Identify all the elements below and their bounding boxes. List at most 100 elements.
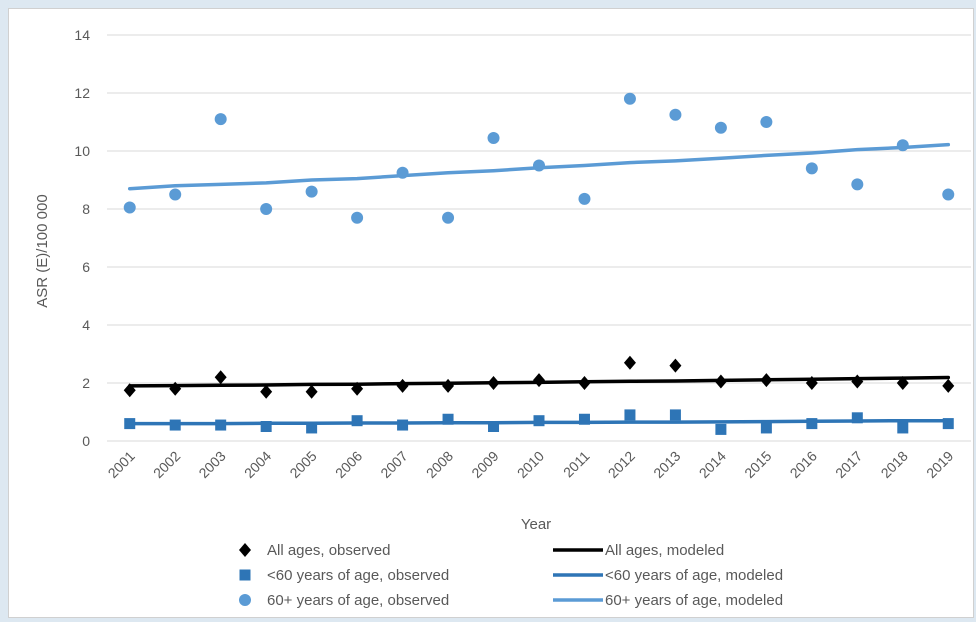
data-point	[239, 543, 251, 557]
data-point	[442, 211, 455, 224]
x-tick-label: 2011	[560, 448, 593, 481]
data-point	[533, 373, 545, 388]
x-tick-label: 2002	[150, 448, 183, 481]
x-tick-label: 2016	[787, 448, 820, 481]
data-point	[487, 376, 500, 390]
data-point	[169, 419, 181, 431]
data-point	[123, 383, 136, 398]
x-tick-label: 2004	[241, 448, 274, 481]
data-point	[805, 376, 818, 390]
x-tick-label: 2015	[741, 448, 774, 481]
data-point	[714, 374, 727, 389]
data-point	[260, 384, 273, 399]
x-tick-label: 2009	[468, 448, 501, 481]
x-tick-label: 2006	[332, 448, 365, 481]
y-axis-title: ASR (E)/100 000	[34, 194, 51, 307]
data-point	[260, 203, 273, 215]
x-tick-label: 2010	[514, 448, 547, 481]
x-tick-label: 2003	[195, 448, 228, 481]
data-point	[351, 381, 364, 396]
data-point	[896, 139, 909, 152]
data-point	[669, 108, 682, 121]
data-point	[488, 421, 500, 432]
data-point	[760, 373, 773, 388]
data-point	[942, 188, 955, 201]
data-point	[214, 370, 227, 385]
data-point	[239, 594, 251, 606]
data-point	[669, 409, 681, 421]
y-tick-label: 14	[74, 27, 90, 43]
data-point	[351, 415, 363, 427]
data-point	[714, 121, 727, 134]
data-point	[623, 92, 636, 105]
data-point	[578, 376, 591, 390]
chart-frame: 0 2 4 6 8 10 12 14 2001 2002 2003 2004 2005 2006 2007…	[8, 8, 974, 618]
legend-label: All ages, observed	[267, 542, 390, 559]
data-point	[624, 409, 636, 421]
data-point	[578, 413, 590, 425]
data-point	[239, 569, 251, 581]
y-tick-label: 8	[82, 201, 90, 217]
data-point	[123, 201, 136, 214]
legend-label: <60 years of age, modeled	[605, 567, 783, 584]
data-point	[305, 384, 318, 399]
data-point	[442, 413, 454, 425]
data-point	[397, 419, 409, 431]
data-point	[487, 131, 500, 144]
gridlines	[107, 34, 971, 442]
y-tick-label: 12	[74, 85, 90, 101]
data-point	[942, 378, 955, 393]
x-axis-title: Year	[521, 516, 551, 533]
data-point	[124, 418, 136, 430]
data-point	[897, 422, 909, 434]
data-point	[442, 378, 455, 393]
y-tick-label: 2	[82, 375, 90, 391]
data-point	[760, 116, 773, 128]
chart-svg: 0 2 4 6 8 10 12 14 2001 2002 2003 2004 2005 2006 2007…	[34, 27, 971, 609]
y-tick-label: 6	[82, 259, 90, 275]
data-point	[851, 374, 864, 389]
legend-label: 60+ years of age, modeled	[605, 592, 783, 609]
legend-label: <60 years of age, observed	[267, 567, 449, 584]
data-point	[760, 422, 772, 434]
data-point	[533, 415, 545, 427]
data-point	[851, 412, 863, 424]
x-tick-label: 2012	[605, 448, 638, 481]
x-tick-label: 2014	[696, 448, 729, 481]
data-point	[805, 162, 818, 175]
y-tick-label: 0	[82, 433, 90, 449]
data-point	[896, 376, 909, 390]
data-point	[578, 192, 591, 205]
data-point	[396, 378, 409, 393]
data-point	[669, 358, 682, 373]
x-tick-label: 2013	[650, 448, 683, 481]
x-tick-label: 2001	[105, 448, 138, 481]
y-tick-labels: 0 2 4 6 8 10 12 14	[74, 27, 90, 449]
legend-label: All ages, modeled	[605, 542, 724, 559]
data-point	[806, 418, 818, 430]
x-tick-label: 2007	[377, 448, 410, 481]
x-tick-labels: 2001 2002 2003 2004 2005 2006 2007 2008 2009 2010…	[105, 448, 957, 481]
data-point	[851, 178, 864, 191]
data-point	[306, 422, 318, 434]
x-tick-label: 2008	[423, 448, 456, 481]
x-tick-label: 2018	[878, 448, 911, 481]
x-tick-label: 2017	[832, 448, 865, 481]
y-tick-label: 4	[82, 317, 90, 333]
data-point	[396, 166, 409, 179]
y-tick-label: 10	[74, 143, 90, 159]
series-markers	[123, 92, 955, 435]
data-point	[942, 418, 954, 430]
data-point	[260, 421, 272, 432]
data-point	[305, 185, 318, 198]
data-point	[214, 113, 227, 126]
data-point	[169, 381, 182, 396]
data-point	[215, 419, 227, 431]
data-point	[715, 423, 727, 435]
x-tick-label: 2005	[286, 448, 319, 481]
legend: All ages, observed <60 years of age, obse…	[239, 542, 783, 609]
legend-label: 60+ years of age, observed	[267, 592, 449, 609]
data-point	[169, 188, 182, 201]
data-point	[533, 159, 545, 172]
data-point	[351, 211, 364, 224]
